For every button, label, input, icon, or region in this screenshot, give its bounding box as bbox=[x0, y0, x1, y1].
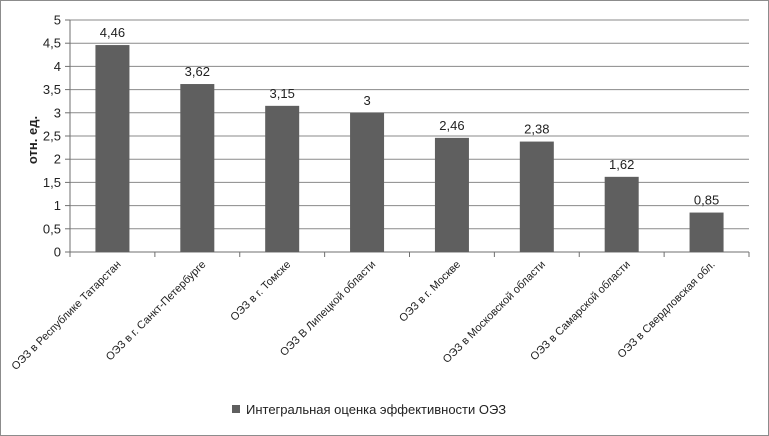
bar bbox=[180, 84, 215, 252]
x-category-label: ОЭЗ в Самарской области bbox=[528, 259, 633, 364]
x-category-label: ОЭЗ в г. Москве bbox=[397, 259, 463, 325]
y-tick-label: 3 bbox=[54, 105, 61, 120]
bar bbox=[434, 137, 469, 252]
bar bbox=[689, 212, 724, 252]
y-tick-label: 2,5 bbox=[43, 129, 61, 144]
y-tick-label: 3,5 bbox=[43, 82, 61, 97]
data-label: 3,15 bbox=[270, 86, 295, 101]
bar bbox=[519, 141, 554, 252]
y-tick-label: 4 bbox=[54, 59, 61, 74]
bar bbox=[604, 176, 639, 252]
x-category-label: ОЭЗ в г. Томске bbox=[228, 259, 293, 324]
x-category-label: ОЭЗ в Свердловская обл. bbox=[616, 259, 718, 361]
y-tick-label: 0 bbox=[54, 245, 61, 260]
y-tick-label: 1,5 bbox=[43, 175, 61, 190]
x-category-label: ОЭЗ в Московской области bbox=[441, 259, 548, 366]
bar bbox=[265, 105, 300, 252]
x-category-label: ОЭЗ в г. Санкт-Петербурге bbox=[104, 259, 209, 364]
y-tick-label: 1 bbox=[54, 198, 61, 213]
y-tick-label: 4,5 bbox=[43, 36, 61, 51]
data-label: 4,46 bbox=[100, 25, 125, 40]
bar bbox=[350, 112, 385, 252]
y-tick-label: 0,5 bbox=[43, 221, 61, 236]
data-label: 2,38 bbox=[524, 122, 549, 137]
data-label: 1,62 bbox=[609, 157, 634, 172]
y-tick-label: 5 bbox=[54, 13, 61, 28]
data-label: 0,85 bbox=[694, 193, 719, 208]
data-label: 3 bbox=[363, 93, 370, 108]
legend-label: Интегральная оценка эффективности ОЭЗ bbox=[246, 402, 506, 417]
data-label: 2,46 bbox=[439, 118, 464, 133]
y-tick-label: 2 bbox=[54, 152, 61, 167]
data-label: 3,62 bbox=[185, 64, 210, 79]
legend-swatch bbox=[232, 405, 240, 413]
x-category-label: ОЭЗ В Липецкой области bbox=[278, 259, 378, 359]
bar bbox=[95, 45, 130, 252]
y-axis-title: отн. ед. bbox=[25, 116, 40, 164]
